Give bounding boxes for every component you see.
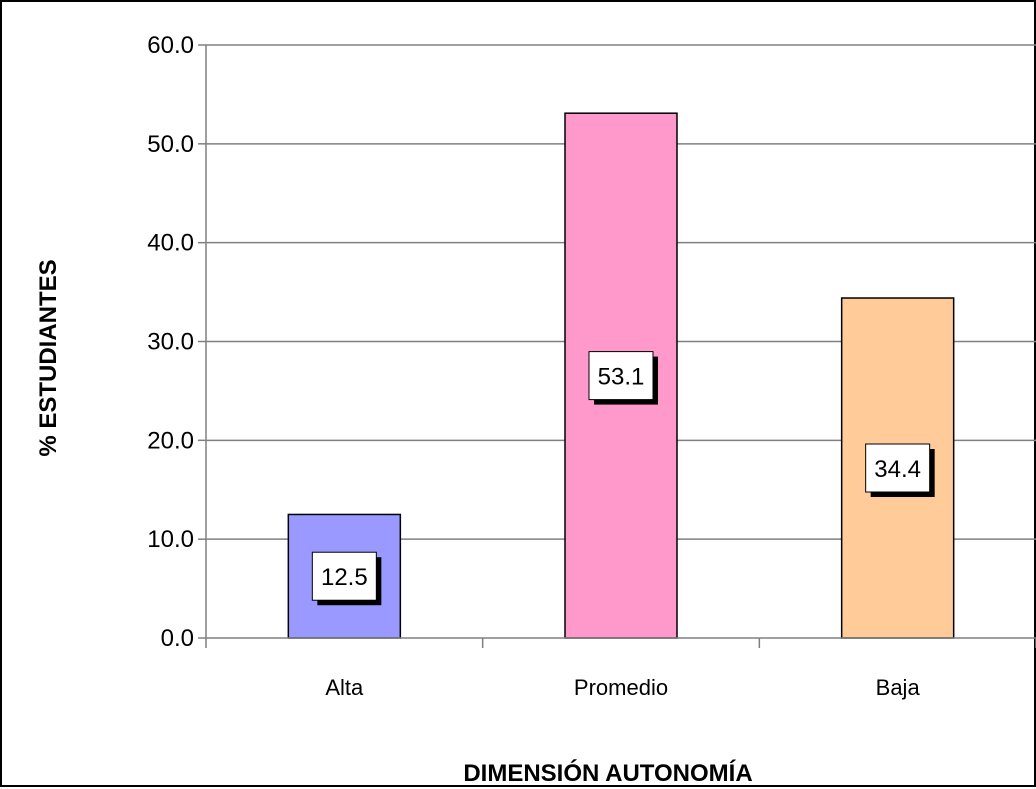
data-label-box [588, 351, 654, 401]
y-tick-label: 30.0 [147, 329, 194, 356]
x-category-label: Alta [325, 675, 364, 700]
data-label: 12.5 [321, 564, 368, 591]
x-category-label: Baja [876, 675, 921, 700]
axes [198, 44, 1036, 648]
y-tick-label: 60.0 [147, 32, 194, 59]
x-category-label: Promedio [574, 675, 668, 700]
x-category-labels: Alta Promedio Baja [325, 675, 920, 700]
y-tick-label: 40.0 [147, 230, 194, 257]
y-tick-label: 10.0 [147, 526, 194, 553]
data-labels: 12.5 53.1 34.4 [311, 351, 935, 606]
data-label: 53.1 [598, 364, 645, 391]
data-label: 34.4 [874, 456, 921, 483]
y-tick-label: 0.0 [161, 625, 194, 652]
y-axis-title: % ESTUDIANTES [35, 259, 62, 456]
y-tick-label: 20.0 [147, 427, 194, 454]
y-tick-label: 50.0 [147, 131, 194, 158]
y-tick-labels: 0.0 10.0 20.0 30.0 40.0 50.0 60.0 [147, 32, 194, 652]
x-axis-title: DIMENSIÓN AUTONOMÍA [463, 759, 752, 787]
data-label-box [865, 443, 931, 493]
data-label-box [311, 551, 377, 601]
